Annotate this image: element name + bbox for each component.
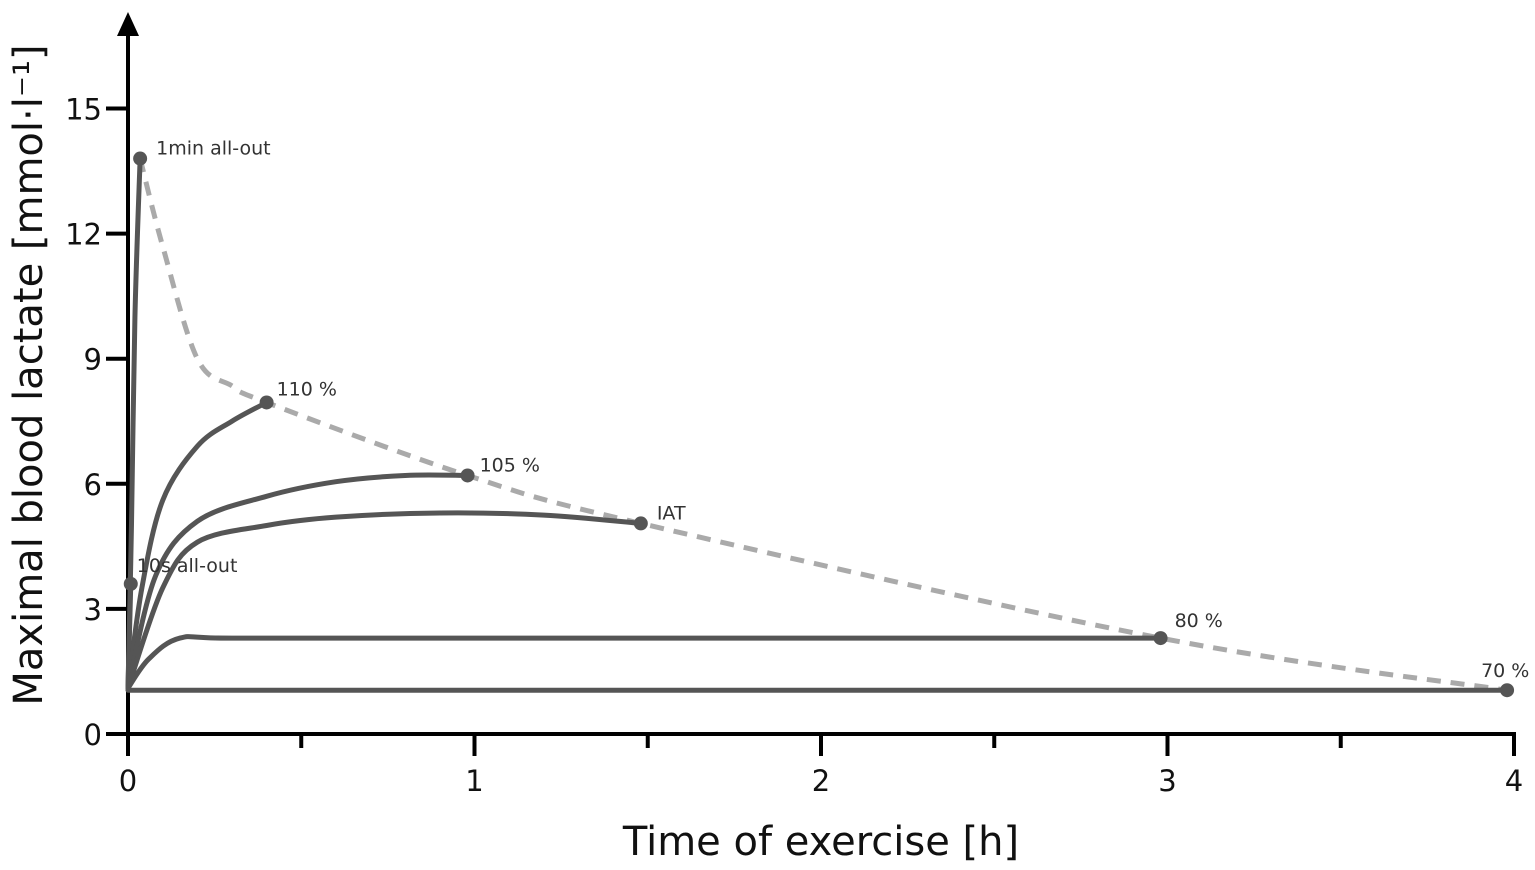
axes <box>117 12 1516 736</box>
y-axis-arrow <box>117 12 139 36</box>
y-tick-label: 12 <box>65 218 102 252</box>
x-tick-label: 4 <box>1505 764 1523 798</box>
endpoint-marker <box>460 468 475 483</box>
y-axis-label: Maximal blood lactate [mmol·l⁻¹] <box>6 44 52 705</box>
y-tick-label: 9 <box>84 343 102 377</box>
y-tick-label: 3 <box>84 593 102 627</box>
endpoints: 10s all-out 1min all-out 110 % 105 % IAT 80 %… <box>123 138 1529 698</box>
x-tick-label: 0 <box>119 764 137 798</box>
curve-110- <box>125 399 270 691</box>
endpoint-marker <box>259 395 274 410</box>
endpoint-marker <box>633 516 648 531</box>
endpoint-label: IAT <box>657 502 686 524</box>
y-tick-label: 15 <box>65 93 102 127</box>
x-axis-label: Time of exercise [h] <box>622 819 1019 865</box>
curves <box>125 156 1510 693</box>
curve-iat <box>125 510 644 691</box>
endpoint-marker <box>123 576 138 591</box>
endpoint-label: 10s all-out <box>137 555 238 577</box>
curve-105- <box>125 472 471 691</box>
endpoint-marker <box>133 151 148 166</box>
max-lactate-envelope <box>137 157 1508 693</box>
endpoint-label: 105 % <box>480 454 540 476</box>
curve-1min-all-out <box>125 156 143 691</box>
endpoint-label: 80 % <box>1175 610 1223 632</box>
y-tick-label: 6 <box>84 468 102 502</box>
endpoint-label: 70 % <box>1481 660 1529 682</box>
x-tick-label: 1 <box>465 764 483 798</box>
y-tick-label: 0 <box>84 718 102 752</box>
endpoint-marker <box>1500 683 1515 698</box>
x-tick-label: 3 <box>1158 764 1176 798</box>
endpoint-label: 110 % <box>277 378 337 400</box>
curve-80- <box>125 634 1164 691</box>
endpoint-label: 1min all-out <box>156 138 270 160</box>
x-tick-label: 2 <box>812 764 830 798</box>
endpoint-marker <box>1153 631 1168 646</box>
